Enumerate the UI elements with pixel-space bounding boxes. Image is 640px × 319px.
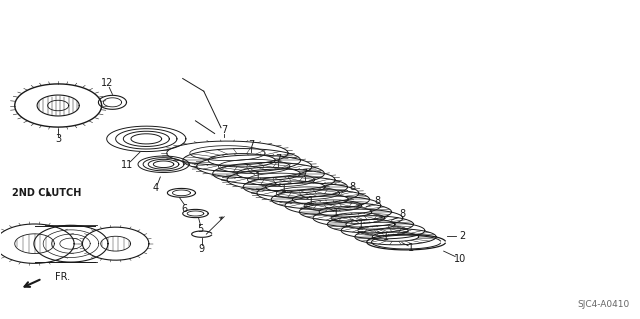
Text: 7: 7 [248,140,254,150]
Text: 8: 8 [374,196,380,206]
Text: 2: 2 [460,231,466,241]
Text: 6: 6 [181,204,187,214]
Text: 7: 7 [221,125,227,135]
Text: 1: 1 [358,220,364,230]
Text: 8: 8 [399,210,405,219]
Text: FR.: FR. [55,272,70,282]
Text: 1: 1 [383,232,390,241]
Text: 11: 11 [121,160,133,170]
Text: 10: 10 [454,254,466,264]
Text: 1: 1 [408,243,415,253]
Text: 1: 1 [255,172,260,182]
Text: 1: 1 [282,184,287,194]
Text: 3: 3 [55,134,61,144]
Text: 4: 4 [153,183,159,193]
Text: 1: 1 [308,196,314,206]
Text: 12: 12 [101,78,113,88]
Text: 7: 7 [301,169,308,179]
Text: 9: 9 [199,244,205,254]
Text: SJC4-A0410: SJC4-A0410 [577,300,630,309]
Text: 8: 8 [349,182,355,192]
Text: 1: 1 [333,208,339,218]
Text: 5: 5 [198,224,204,234]
Text: 7: 7 [275,154,281,164]
Text: 2ND CLUTCH: 2ND CLUTCH [12,188,81,198]
